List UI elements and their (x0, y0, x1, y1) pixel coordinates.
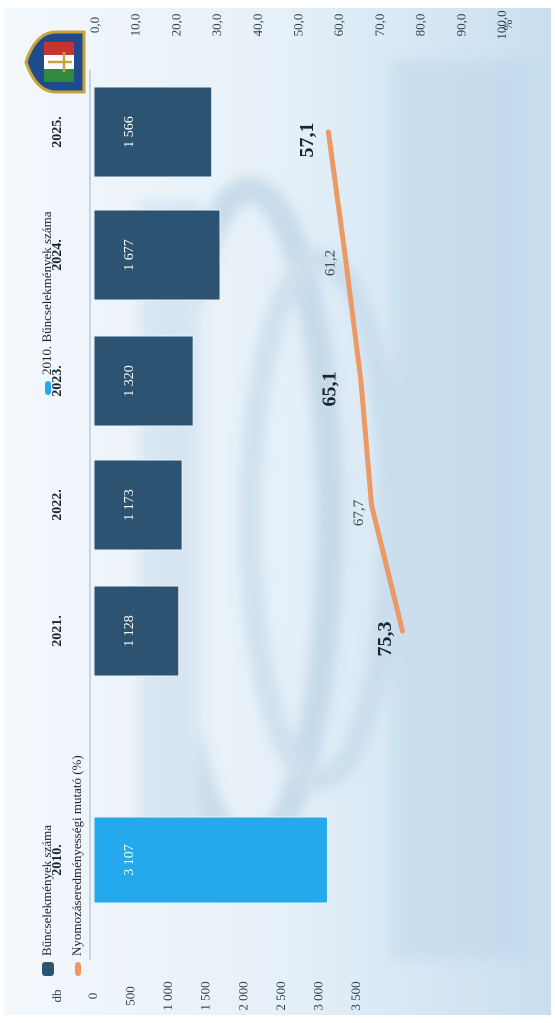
right-axis-tick-label: 50,0 (290, 14, 305, 37)
right-axis-tick-label: 60,0 (331, 14, 346, 37)
bar-value-label: 1 320 (122, 365, 137, 397)
left-axis-tick-label: 1 000 (160, 981, 175, 1010)
right-axis-tick-label: 30,0 (209, 14, 224, 37)
legend-swatch (42, 962, 54, 976)
bar-value-label: 1 677 (122, 239, 137, 271)
legend-item: 2010. Bűncselekmények száma (39, 211, 54, 395)
left-axis-unit: db (49, 990, 64, 1003)
category-tick-label: 2022. (50, 489, 65, 521)
bar-2023 (93, 335, 194, 427)
left-axis-tick-label: 2 000 (235, 981, 250, 1010)
line-value-label: 61,2 (323, 250, 339, 276)
legend-item: Bűncselekmények száma (39, 825, 54, 976)
legend-swatch (45, 381, 51, 395)
bar-2024 (93, 209, 221, 301)
bar-value-label: 3 107 (122, 844, 137, 876)
legend-swatch (75, 962, 81, 976)
legend-item: Nyomozáseredményességi mutató (%) (69, 755, 84, 976)
line-value-label: 75,3 (374, 622, 396, 657)
legend-label: Bűncselekmények száma (39, 825, 54, 956)
right-axis-unit: % (500, 19, 515, 30)
right-axis-tick-label: 10,0 (128, 14, 143, 37)
category-tick-label: 2010. (50, 844, 65, 876)
police-logo (24, 30, 86, 94)
right-axis-tick-label: 100,0 (494, 10, 509, 39)
category-tick-label: 2023. (50, 365, 65, 397)
bar-2021 (93, 585, 180, 677)
left-axis-tick-label: 3 000 (310, 981, 325, 1010)
category-tick-label: 2024. (50, 239, 65, 271)
left-axis-tick-label: 2 500 (273, 981, 288, 1010)
bar-2010 (93, 816, 328, 904)
left-axis-tick-label: 1 500 (198, 981, 213, 1010)
bar-value-label: 1 128 (122, 615, 137, 647)
left-axis-tick-label: 0 (85, 993, 100, 1000)
legend-label: 2010. Bűncselekmények száma (39, 211, 54, 375)
bar-2022 (93, 459, 183, 551)
category-tick-label: 2025. (50, 116, 65, 148)
line-value-label: 65,1 (319, 372, 341, 407)
bar-value-label: 1 566 (122, 116, 137, 148)
right-axis-tick-label: 40,0 (250, 14, 265, 37)
category-tick-label: 2021. (50, 615, 65, 647)
line-series (325, 129, 405, 634)
right-axis-tick-label: 70,0 (372, 14, 387, 37)
right-axis-tick-label: 90,0 (453, 14, 468, 37)
legend-label: Nyomozáseredményességi mutató (%) (69, 755, 84, 956)
right-axis-tick-label: 20,0 (168, 14, 183, 37)
line-value-label: 67,7 (351, 499, 367, 526)
right-axis-tick-label: 80,0 (413, 14, 428, 37)
left-axis-tick-label: 3 500 (348, 981, 363, 1010)
left-axis-tick-label: 500 (123, 986, 138, 1006)
bar-value-label: 1 173 (122, 489, 137, 521)
line-value-label: 57,1 (296, 123, 318, 158)
right-axis-tick-label: 0,0 (87, 17, 102, 33)
bar-2025 (93, 86, 213, 178)
